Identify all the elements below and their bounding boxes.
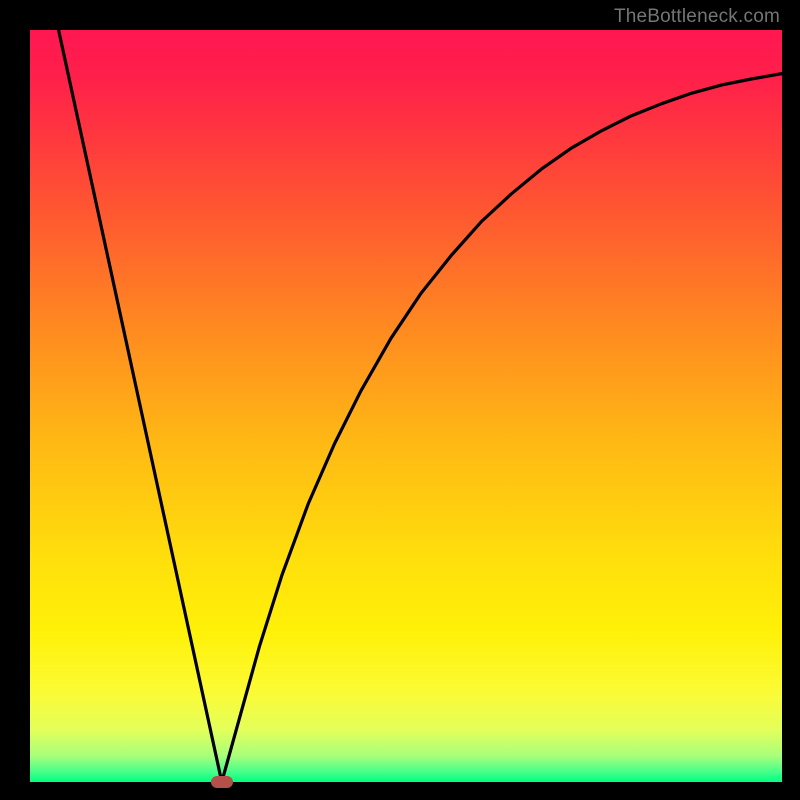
minimum-marker — [211, 776, 233, 788]
watermark-label: TheBottleneck.com — [614, 6, 780, 28]
chart-container: TheBottleneck.com — [0, 0, 800, 800]
bottleneck-curve — [30, 30, 782, 782]
plot-area — [30, 30, 782, 782]
